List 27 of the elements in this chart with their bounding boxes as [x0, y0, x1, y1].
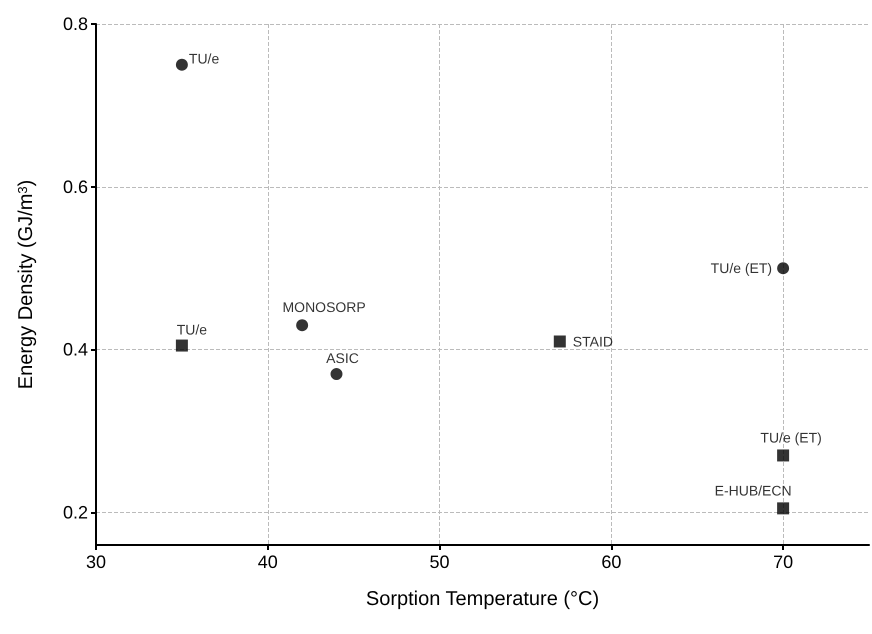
x-tick-label: 70 — [773, 552, 794, 572]
annotation: STAID — [572, 333, 614, 350]
y-tick-label: 0.8 — [62, 14, 88, 34]
annotation: TU/e — [176, 322, 208, 338]
point — [296, 319, 308, 332]
x-tick-label: 60 — [601, 552, 622, 572]
point — [330, 368, 342, 380]
x-tick-label: 30 — [86, 552, 106, 572]
point — [176, 58, 188, 71]
point — [777, 502, 790, 514]
x-axis-title: Sorption Temperature (°C) — [366, 588, 600, 610]
annotation: MONOSORP — [282, 299, 366, 316]
point — [777, 449, 790, 462]
x-tick-label: 50 — [430, 552, 450, 572]
point — [777, 262, 790, 274]
annotation: ASIC — [326, 350, 359, 366]
point — [176, 340, 188, 352]
annotation: TU/e (ET) — [760, 429, 822, 446]
x-tick-label: 40 — [258, 552, 278, 572]
point — [554, 335, 566, 348]
y-tick-label: 0.2 — [62, 502, 88, 522]
y-tick-label: 0.6 — [62, 176, 88, 197]
annotation: TU/e (ET) — [710, 260, 772, 276]
annotation: TU/e — [188, 50, 220, 67]
y-tick-label: 0.4 — [62, 340, 88, 360]
annotation: E-HUB/ECN — [714, 482, 792, 498]
y-axis-title: Energy Density (GJ/m3) — [15, 180, 37, 390]
